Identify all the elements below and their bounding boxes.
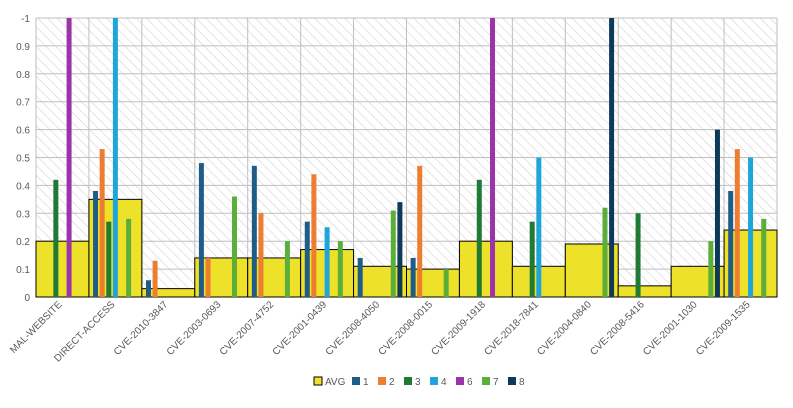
y-tick-label: 0.7 [16, 98, 30, 109]
bar-series-7 [390, 210, 396, 297]
x-tick-label: CVE-2009-1535 [694, 299, 753, 358]
y-tick-label: 0.5 [16, 154, 30, 165]
x-tick-label: CVE-2008-5416 [588, 299, 647, 358]
bar-series-2 [152, 260, 158, 297]
bar-series-7 [708, 241, 714, 297]
bar-series-1 [198, 163, 204, 297]
bar-series-1 [251, 165, 257, 297]
bar-series-3 [476, 179, 482, 297]
bar-series-8 [609, 18, 615, 297]
bar-series-7 [231, 196, 237, 297]
x-tick-label: CVE-2010-3847 [112, 299, 171, 358]
bar-avg [458, 240, 513, 298]
bar-avg [35, 240, 90, 298]
y-tick-label: 0.8 [16, 70, 30, 81]
y-tick-label: -1 [21, 14, 30, 25]
bar-series-2 [258, 213, 264, 297]
legend-swatch [482, 377, 490, 385]
legend-swatch [404, 377, 412, 385]
bar-series-3 [529, 221, 535, 297]
legend-label: 2 [389, 377, 395, 388]
x-tick-label: CVE-2007-4752 [218, 299, 277, 358]
bar-series-1 [728, 190, 734, 297]
bar-series-4 [748, 157, 754, 297]
x-tick-label: CVE-2008-0015 [377, 299, 436, 358]
series-bars [53, 18, 767, 297]
legend-swatch [378, 377, 386, 385]
bar-series-4 [536, 157, 542, 297]
bar-series-6 [66, 18, 72, 297]
bar-series-7 [284, 241, 290, 297]
bar-series-2 [734, 149, 740, 297]
bar-series-3 [635, 213, 641, 297]
legend-label: 7 [493, 377, 499, 388]
y-tick-label: 0.4 [16, 181, 30, 192]
x-axis-ticks: MAL-WEBSITEDIRECT-ACCESSCVE-2010-3847CVE… [8, 299, 753, 364]
x-tick-label: CVE-2008-4050 [324, 299, 383, 358]
bar-series-6 [490, 18, 496, 297]
legend-swatch [313, 376, 323, 386]
legend-label: 1 [363, 377, 369, 388]
bar-series-4 [112, 18, 118, 297]
bar-series-3 [53, 179, 59, 297]
bar-series-7 [761, 218, 767, 297]
x-tick-label: MAL-WEBSITE [8, 299, 65, 356]
bar-series-8 [714, 129, 720, 297]
y-tick-label: 0.2 [16, 237, 30, 248]
bar-avg [617, 285, 672, 298]
bar-series-7 [337, 241, 343, 297]
x-tick-label: CVE-2001-0439 [271, 299, 330, 358]
y-tick-label: 0.3 [16, 209, 30, 220]
legend-swatch [456, 377, 464, 385]
y-tick-label: 0.1 [16, 265, 30, 276]
bar-series-1 [145, 280, 151, 297]
legend-swatch [352, 377, 360, 385]
bar-series-4 [324, 227, 330, 297]
bar-series-7 [443, 269, 449, 297]
x-tick-label: CVE-2001-1030 [641, 299, 700, 358]
bar-series-2 [417, 165, 423, 297]
legend-swatch [430, 377, 438, 385]
bar-series-3 [106, 221, 112, 297]
legend-label: 6 [467, 377, 473, 388]
y-tick-label: 0.9 [16, 42, 30, 53]
legend-label: 4 [441, 377, 447, 388]
y-axis-ticks: 0 0.1 0.2 0.3 0.4 0.5 0.6 0.7 0.8 0.9 -1 [16, 14, 30, 304]
y-tick-label: 0 [24, 293, 30, 304]
legend-swatch [508, 377, 516, 385]
legend-label: 3 [415, 377, 421, 388]
bar-series-7 [126, 218, 132, 297]
x-tick-label: CVE-2009-1918 [430, 299, 489, 358]
legend-label: 8 [519, 377, 525, 388]
bar-series-2 [99, 149, 105, 297]
bar-series-1 [304, 221, 310, 297]
bar-series-8 [397, 202, 403, 297]
x-tick-label: CVE-2004-0840 [535, 299, 594, 358]
y-tick-label: 0.6 [16, 126, 30, 137]
bar-series-1 [410, 257, 416, 297]
x-tick-label: CVE-2003-0693 [165, 299, 224, 358]
bar-series-1 [357, 257, 363, 297]
legend-label: AVG [325, 377, 346, 388]
bar-series-2 [311, 174, 317, 297]
bar-series-2 [205, 257, 211, 297]
x-tick-label: CVE-2018-7841 [482, 299, 541, 358]
bar-series-1 [93, 190, 99, 297]
bar-series-7 [602, 207, 608, 297]
legend: AVG 1 2 3 4 6 7 8 [313, 376, 525, 388]
